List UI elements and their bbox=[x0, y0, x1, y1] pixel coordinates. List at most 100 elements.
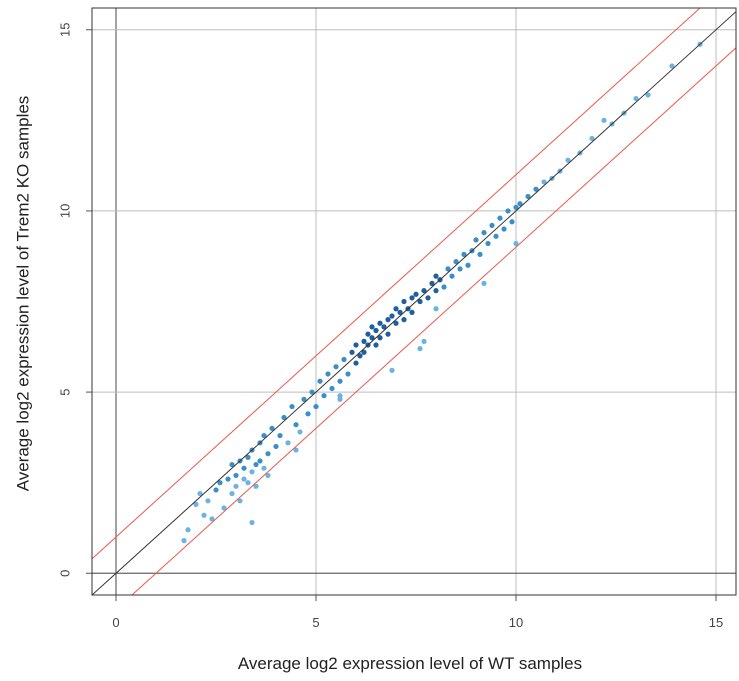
data-point bbox=[285, 440, 291, 446]
data-point bbox=[273, 443, 279, 450]
data-point bbox=[313, 403, 319, 410]
data-point bbox=[269, 425, 275, 431]
data-point bbox=[385, 331, 391, 337]
data-point bbox=[393, 320, 399, 326]
data-point bbox=[213, 487, 219, 493]
data-point bbox=[481, 230, 487, 236]
data-point bbox=[245, 454, 251, 460]
data-point bbox=[409, 309, 415, 315]
data-point bbox=[249, 519, 255, 526]
data-point bbox=[261, 465, 267, 471]
data-point bbox=[257, 458, 263, 464]
data-point bbox=[377, 335, 383, 341]
data-point bbox=[533, 186, 539, 192]
data-point bbox=[337, 378, 343, 384]
x-tick-label: 0 bbox=[112, 615, 119, 630]
data-point bbox=[261, 432, 267, 439]
data-point bbox=[357, 353, 363, 359]
data-point bbox=[381, 324, 387, 330]
data-point bbox=[253, 483, 259, 489]
data-point bbox=[309, 389, 315, 395]
data-point bbox=[297, 429, 303, 435]
data-point bbox=[513, 240, 519, 247]
data-point bbox=[669, 63, 675, 69]
data-point bbox=[353, 360, 359, 366]
y-tick-label: 15 bbox=[57, 23, 72, 37]
data-point bbox=[301, 396, 307, 402]
data-point bbox=[421, 338, 427, 344]
data-point bbox=[517, 201, 523, 207]
data-point bbox=[409, 295, 415, 301]
data-point bbox=[293, 447, 299, 453]
data-point bbox=[485, 240, 491, 247]
data-point bbox=[201, 512, 207, 518]
data-point bbox=[373, 342, 379, 348]
data-point bbox=[449, 273, 455, 279]
data-point bbox=[281, 414, 287, 421]
y-axis-label: Average log2 expression level of Trem2 K… bbox=[13, 96, 32, 492]
data-point bbox=[377, 320, 383, 326]
data-point bbox=[305, 411, 311, 417]
data-point bbox=[329, 385, 335, 392]
data-point bbox=[361, 349, 367, 355]
data-point bbox=[565, 157, 571, 163]
fold-change-line bbox=[131, 47, 736, 595]
data-point bbox=[505, 208, 511, 214]
x-tick-label: 10 bbox=[509, 615, 523, 630]
y-tick-label: 5 bbox=[57, 388, 72, 395]
data-point bbox=[217, 480, 223, 486]
data-point bbox=[465, 262, 471, 268]
data-point bbox=[185, 527, 191, 533]
x-axis-label: Average log2 expression level of WT samp… bbox=[238, 654, 582, 673]
data-point bbox=[277, 432, 283, 439]
data-point bbox=[497, 215, 503, 221]
data-point bbox=[461, 251, 467, 257]
data-point bbox=[397, 309, 403, 315]
data-point bbox=[181, 538, 187, 544]
data-point bbox=[441, 284, 447, 290]
data-point bbox=[317, 378, 323, 384]
reference-lines bbox=[92, 8, 736, 595]
data-point bbox=[253, 461, 259, 468]
data-point bbox=[513, 204, 519, 210]
data-points bbox=[181, 41, 703, 544]
data-point bbox=[365, 331, 371, 337]
data-point bbox=[289, 403, 295, 410]
data-point bbox=[393, 306, 399, 312]
x-tick-label: 5 bbox=[312, 615, 319, 630]
data-point bbox=[501, 226, 507, 232]
data-point bbox=[265, 451, 271, 457]
data-point bbox=[341, 356, 347, 363]
data-point bbox=[413, 291, 419, 297]
data-point bbox=[245, 480, 251, 486]
data-point bbox=[345, 371, 351, 377]
data-point bbox=[237, 498, 243, 504]
tick-labels: 0 5 10 15 0 5 10 15 bbox=[57, 23, 723, 630]
identity-line bbox=[92, 10, 736, 595]
data-point bbox=[601, 117, 607, 123]
data-point bbox=[457, 266, 463, 272]
data-point bbox=[353, 342, 359, 348]
data-point bbox=[293, 422, 299, 428]
data-point bbox=[421, 288, 427, 294]
data-point bbox=[645, 92, 651, 98]
data-point bbox=[489, 222, 495, 229]
data-point bbox=[233, 483, 239, 489]
data-point bbox=[433, 306, 439, 312]
data-point bbox=[425, 295, 431, 301]
data-point bbox=[509, 219, 515, 225]
data-point bbox=[493, 233, 499, 239]
data-point bbox=[401, 317, 407, 323]
data-point bbox=[473, 237, 479, 243]
y-tick-label: 0 bbox=[57, 570, 72, 577]
data-point bbox=[205, 498, 211, 504]
data-point bbox=[373, 327, 379, 334]
data-point bbox=[445, 266, 451, 272]
data-point bbox=[265, 472, 271, 479]
data-point bbox=[361, 338, 367, 344]
data-point bbox=[541, 179, 547, 185]
data-point bbox=[417, 298, 423, 305]
data-point bbox=[525, 193, 531, 200]
data-point bbox=[229, 490, 235, 497]
